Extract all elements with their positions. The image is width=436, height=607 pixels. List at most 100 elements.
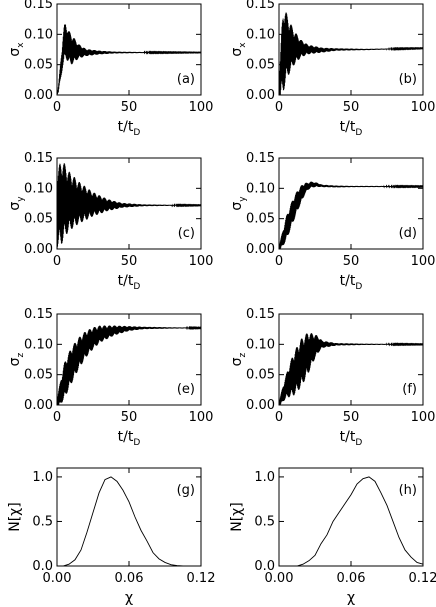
x-axis-title-main: χ xyxy=(347,590,355,606)
y-axis-title-subscript: z xyxy=(16,352,26,357)
x-tick-label: 100 xyxy=(411,410,436,425)
x-tick-label: 50 xyxy=(121,100,138,115)
x-axis-title: χ xyxy=(125,590,133,606)
x-tick-label: 100 xyxy=(189,100,214,115)
y-tick-label: 0.5 xyxy=(32,514,53,529)
y-axis-title-main: σ xyxy=(7,202,23,211)
distribution-curve xyxy=(57,476,201,567)
y-axis-title-main: σ xyxy=(7,357,23,366)
y-axis-title: σy xyxy=(229,196,248,211)
x-axis-title-main: t/t xyxy=(118,119,134,135)
y-tick-label: 0.10 xyxy=(24,181,53,196)
y-tick-label: 1.0 xyxy=(32,470,53,485)
y-tick-label: 1.0 xyxy=(254,470,275,485)
y-axis-title-main: σ xyxy=(229,48,245,57)
y-axis-title-main: σ xyxy=(229,357,245,366)
x-tick-label: 0 xyxy=(53,410,61,425)
x-tick-label: 0 xyxy=(53,100,61,115)
y-axis-title: σx xyxy=(7,42,26,57)
panel-label: (e) xyxy=(177,382,195,397)
panel-label: (b) xyxy=(399,72,417,87)
x-axis-title: t/tD xyxy=(118,119,141,138)
y-axis-title-subscript: y xyxy=(16,196,26,202)
y-axis-title: σz xyxy=(7,352,26,366)
panel-label: (d) xyxy=(399,226,417,241)
y-tick-label: 0.00 xyxy=(246,242,275,257)
y-axis-title-subscript: y xyxy=(238,196,248,202)
y-tick-label: 0.05 xyxy=(24,368,53,383)
y-tick-label: 0.00 xyxy=(246,398,275,413)
y-tick-label: 0.05 xyxy=(246,212,275,227)
x-tick-label: 0.06 xyxy=(115,571,144,586)
x-axis-title: t/tD xyxy=(118,429,141,448)
x-axis-title-main: t/t xyxy=(118,429,134,445)
chart-panel-g: 0.0 0.5 1.0 0.00 0.06 0.12 χ N[χ] (g) xyxy=(7,467,216,606)
y-tick-label: 0.00 xyxy=(24,242,53,257)
panel-label: (h) xyxy=(399,483,417,498)
y-axis-title-main: σ xyxy=(229,202,245,211)
x-axis-title-main: t/t xyxy=(340,429,356,445)
y-tick-label: 0.15 xyxy=(246,151,275,166)
chart-panel-h: 0.0 0.5 1.0 0.00 0.06 0.12 χ N[χ] (h) xyxy=(229,467,436,606)
x-tick-label: 100 xyxy=(189,410,214,425)
y-tick-label: 0.15 xyxy=(24,307,53,322)
x-tick-label: 0 xyxy=(53,254,61,269)
x-axis-title-subscript: D xyxy=(355,282,362,292)
y-tick-label: 0.5 xyxy=(254,514,275,529)
x-tick-label: 0.06 xyxy=(337,571,366,586)
distribution-curve xyxy=(279,476,424,567)
y-axis-title-main: N[χ] xyxy=(229,502,245,531)
x-axis-title-subscript: D xyxy=(133,282,140,292)
panel-label: (c) xyxy=(178,226,195,241)
x-tick-label: 0 xyxy=(275,410,283,425)
y-tick-label: 0.15 xyxy=(246,307,275,322)
x-axis-title-subscript: D xyxy=(133,128,140,138)
series-line xyxy=(278,181,424,250)
y-tick-label: 0.10 xyxy=(246,181,275,196)
y-tick-label: 0.00 xyxy=(24,398,53,413)
series-line xyxy=(56,325,202,406)
y-axis-title-main: N[χ] xyxy=(7,502,23,531)
y-tick-label: 0.10 xyxy=(24,337,53,352)
x-tick-label: 0 xyxy=(275,254,283,269)
y-tick-label: 0.15 xyxy=(24,151,53,166)
y-tick-label: 0.10 xyxy=(246,337,275,352)
y-axis-title: N[χ] xyxy=(229,502,245,531)
y-axis-title: N[χ] xyxy=(7,502,23,531)
y-axis-title-subscript: x xyxy=(238,42,248,48)
y-axis-title: σy xyxy=(7,196,26,211)
y-tick-label: 0.15 xyxy=(24,0,53,12)
panel-label: (g) xyxy=(177,483,195,498)
x-tick-label: 100 xyxy=(411,254,436,269)
x-tick-label: 100 xyxy=(189,254,214,269)
x-tick-label: 0.12 xyxy=(187,571,216,586)
x-axis-title: χ xyxy=(347,590,355,606)
y-axis-title-subscript: x xyxy=(16,42,26,48)
x-tick-label: 0.00 xyxy=(265,571,294,586)
panel-label: (a) xyxy=(177,72,195,87)
x-axis-title-subscript: D xyxy=(355,438,362,448)
x-axis-title: t/tD xyxy=(340,273,363,292)
x-tick-label: 0.00 xyxy=(43,571,72,586)
x-axis-title-main: t/t xyxy=(340,273,356,289)
x-axis-title-main: χ xyxy=(125,590,133,606)
y-tick-label: 0.10 xyxy=(24,27,53,42)
series-line xyxy=(278,333,424,406)
x-axis-title-subscript: D xyxy=(355,128,362,138)
y-axis-title: σx xyxy=(229,42,248,57)
x-tick-label: 100 xyxy=(411,100,436,115)
x-tick-label: 50 xyxy=(343,100,360,115)
x-tick-label: 50 xyxy=(121,254,138,269)
series-line xyxy=(56,163,202,249)
x-axis-title-main: t/t xyxy=(340,119,356,135)
y-axis-title-subscript: z xyxy=(238,352,248,357)
y-tick-label: 0.05 xyxy=(246,368,275,383)
y-tick-label: 0.05 xyxy=(24,212,53,227)
x-axis-title-main: t/t xyxy=(118,273,134,289)
